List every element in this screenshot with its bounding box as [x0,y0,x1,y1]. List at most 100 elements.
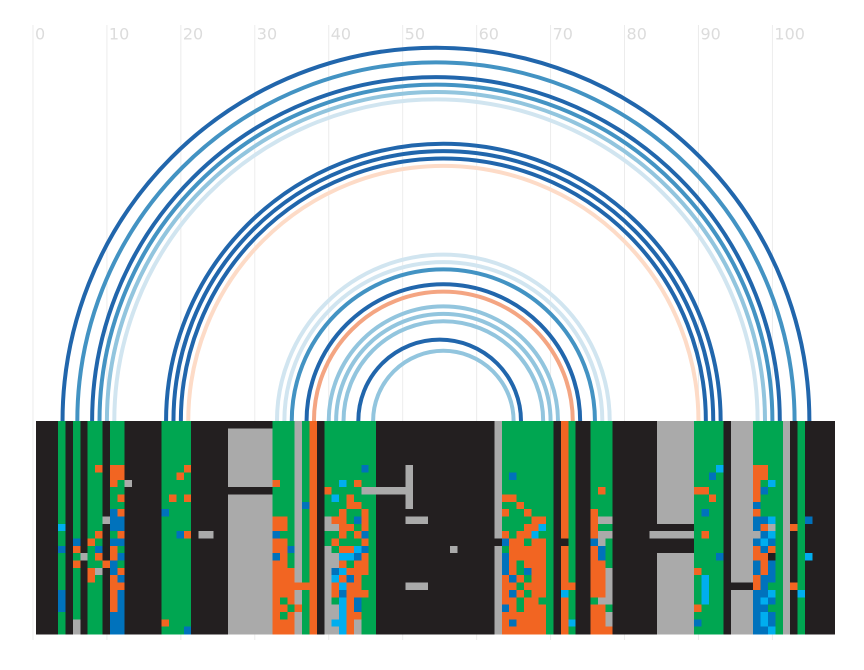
heatmap-cell [723,582,754,591]
heatmap-cell [516,582,525,591]
heatmap-cell [657,509,695,517]
arc [274,252,612,422]
heatmap-cell [228,450,273,459]
heatmap-cell [309,553,318,561]
heatmap-cell [316,575,325,583]
heatmap-cell [694,421,724,429]
heatmap-cell [612,487,658,495]
heatmap-cell [228,619,273,627]
heatmap-cell [80,560,88,569]
heatmap-cell [302,611,310,620]
heatmap-cell [124,531,162,539]
heatmap-cell [568,465,577,473]
heatmap-cell [272,435,296,444]
heatmap-cell [812,553,835,561]
heatmap-cell [72,509,81,517]
heatmap-cell [753,582,761,591]
heatmap-cell [605,619,613,627]
heatmap-cell [124,472,162,481]
heatmap-cell [361,523,369,532]
heatmap-cell [272,516,288,525]
heatmap-cell [782,575,791,583]
heatmap-cell [560,553,569,561]
heatmap-cell [376,428,495,436]
heatmap-cell [701,619,724,627]
heatmap-cell [501,597,517,605]
heatmap-cell [102,428,111,436]
heatmap-cell [694,501,724,510]
heatmap-cell [80,611,88,620]
heatmap-cell [124,560,162,569]
heatmap-cell [287,597,296,605]
heatmap-cell [346,589,369,598]
heatmap-cell [546,516,554,525]
heatmap-cell [72,450,81,459]
heatmap-cell [597,545,606,554]
heatmap-cell [612,575,658,583]
heatmap-cell [760,531,769,539]
heatmap-cell [87,523,103,532]
heatmap-cell [58,435,66,444]
heatmap-cell [560,443,569,451]
heatmap-cell [35,479,59,488]
heatmap-cell [272,597,281,605]
heatmap-cell [368,531,377,539]
heatmap-cell [376,553,495,561]
heatmap-cell [531,509,554,517]
heatmap-cell [523,575,532,583]
heatmap-cell [346,494,355,503]
heatmap-cell [723,531,732,539]
heatmap-cell [316,509,325,517]
heatmap-cell [161,597,192,605]
heatmap-cell [331,538,340,547]
heatmap-cell [161,523,192,532]
heatmap-cell [316,523,325,532]
heatmap-cell [516,589,525,598]
heatmap-cell [494,597,503,605]
heatmap-cell [730,567,754,576]
heatmap-cell [272,626,296,635]
heatmap-cell [87,611,103,620]
heatmap-cell [294,531,303,539]
heatmap-cell [58,604,66,613]
heatmap-cell [272,465,296,473]
heatmap-cell [324,611,340,620]
heatmap-cell [575,494,591,503]
heatmap-cell [723,501,732,510]
heatmap-cell [294,538,303,547]
heatmap-cell [590,435,613,444]
heatmap-cell [72,582,81,591]
heatmap-cell [87,472,103,481]
heatmap-cell [590,509,599,517]
heatmap-cell [80,457,88,466]
heatmap-cell [87,421,103,429]
heatmap-cell [560,619,569,627]
heatmap-cell [376,443,495,451]
heatmap-cell [538,523,547,532]
heatmap-cell [35,545,59,554]
heatmap-cell [501,501,517,510]
heatmap-cell [161,538,192,547]
heatmap-cell [169,494,177,503]
heatmap-cell [228,560,273,569]
arc [341,319,546,422]
heatmap-cell [58,428,66,436]
heatmap-cell [790,443,798,451]
heatmap-cell [501,553,510,561]
heatmap-cell [102,509,111,517]
heatmap-cell [324,516,332,525]
heatmap-cell [161,435,192,444]
heatmap-cell [331,567,340,576]
heatmap-cell [605,545,613,554]
heatmap-cell [708,597,724,605]
heatmap-cell [612,421,658,429]
heatmap-cell [546,582,554,591]
heatmap-cell [568,553,577,561]
heatmap-cell [65,509,74,517]
heatmap-cell [339,560,347,569]
heatmap-cell [72,472,81,481]
heatmap-cell [161,582,192,591]
heatmap-cell [368,589,377,598]
heatmap-cell [176,494,185,503]
arc [112,97,760,422]
